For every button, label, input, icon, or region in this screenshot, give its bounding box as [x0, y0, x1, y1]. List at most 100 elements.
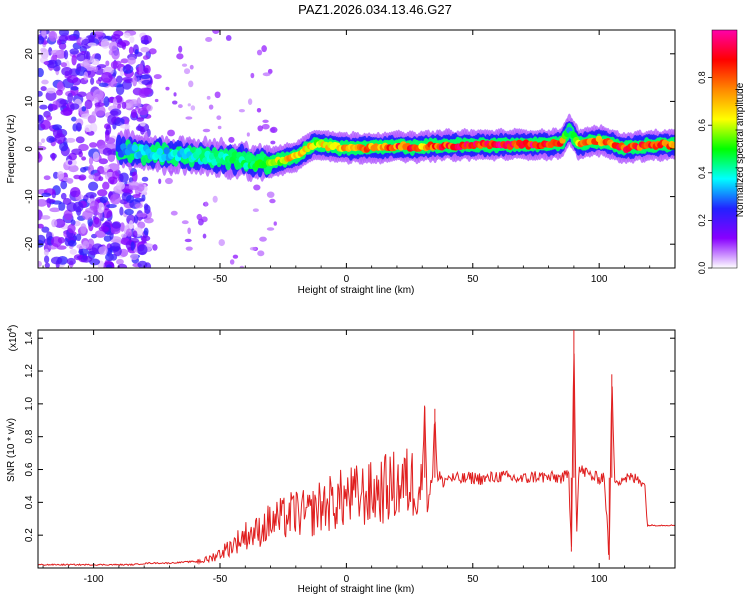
- colorbar-ticks: 0.0 0.2 0.4 0.6 0.8: [697, 71, 712, 274]
- spectrogram-noise-blob: [40, 47, 47, 53]
- spectrogram-noise-blob: [232, 254, 239, 259]
- spectrogram-noise-blob: [273, 221, 277, 226]
- spectrogram-image: [38, 30, 675, 268]
- spectrogram-noise-blob: [75, 233, 82, 242]
- spectrogram-noise-blob: [41, 30, 47, 38]
- spectrogram-noise-blob: [139, 121, 146, 127]
- spectrogram-ridge-blob: [245, 154, 252, 162]
- spectrogram-noise-blob: [47, 103, 58, 111]
- spectrogram-noise-blob: [72, 201, 84, 213]
- spectrogram-noise-blob: [173, 92, 177, 97]
- spectrogram-ylabel: Frequency (Hz): [6, 115, 17, 184]
- spectrogram-noise-blob: [91, 111, 96, 122]
- spectrogram-noise-blob: [141, 176, 149, 182]
- spectrogram-noise-blob: [67, 224, 76, 234]
- spectrogram-noise-blob: [91, 58, 100, 66]
- spectrogram-noise-blob: [109, 242, 121, 251]
- spectrogram-noise-blob: [257, 125, 263, 132]
- spectrogram-noise-blob: [75, 136, 85, 144]
- spectrogram-noise-blob: [116, 258, 124, 265]
- spectrogram-noise-blob: [228, 136, 235, 143]
- spectrogram-noise-blob: [51, 152, 56, 161]
- spectrogram-noise-blob: [124, 78, 134, 84]
- snr-panel: -100 -50 0 50 100 0.2 0.4 0.6 0.8 1.0 1.2 1.4 Heigh…: [6, 325, 676, 595]
- spectrogram-noise-blob: [80, 255, 93, 263]
- spectrogram-noise-blob: [128, 46, 134, 55]
- spectrogram-noise-blob: [121, 101, 127, 109]
- spectrogram-noise-blob: [38, 209, 43, 221]
- spectrogram-noise-blob: [188, 80, 194, 88]
- spectrogram-noise-blob: [158, 178, 162, 185]
- snr-axes: -100 -50 0 50 100 0.2 0.4 0.6 0.8 1.0 1.2 1.4: [24, 330, 676, 585]
- spectrogram-noise-blob: [116, 181, 126, 190]
- spectrogram-ridge-blob: [195, 147, 202, 156]
- spectrogram-noise-blob: [119, 124, 131, 129]
- spectrogram-noise-blob: [189, 64, 194, 70]
- spectrogram-noise-blob: [61, 66, 73, 77]
- snr-xtick-label: 0: [344, 574, 350, 585]
- spectrogram-noise-blob: [172, 100, 178, 105]
- spectrogram-noise-blob: [225, 35, 232, 41]
- spectrogram-noise-blob: [106, 203, 117, 209]
- colorbar-tick-label: 0.6: [697, 119, 707, 132]
- spectrogram-noise-blob: [256, 107, 262, 113]
- spectrogram-noise-blob: [143, 227, 149, 236]
- spectrogram-noise-blob: [136, 213, 147, 218]
- spectrogram-noise-blob: [270, 140, 276, 145]
- colorbar-tick-label: 0.4: [697, 167, 707, 180]
- spectrogram-noise-blob: [104, 137, 116, 144]
- spectrogram-noise-blob: [252, 208, 259, 213]
- spectrogram-noise-blob: [132, 194, 141, 199]
- spectrogram-noise-blob: [121, 42, 127, 50]
- spectrogram-noise-blob: [256, 49, 263, 56]
- spectrogram-noise-blob: [196, 213, 203, 221]
- spectrogram-noise-blob: [67, 92, 74, 103]
- spectrogram-noise-blob: [212, 195, 218, 203]
- spectrogram-noise-blob: [176, 53, 184, 60]
- spectrogram-noise-blob: [38, 234, 46, 245]
- spectrogram-noise-blob: [208, 104, 214, 110]
- spectrogram-noise-blob: [110, 60, 119, 70]
- spectrogram-noise-blob: [152, 244, 158, 251]
- spectrogram-noise-blob: [97, 139, 103, 147]
- spectrogram-noise-blob: [119, 206, 124, 216]
- colorbar-tick-label: 0.2: [697, 214, 707, 227]
- spectrogram-noise-blob: [81, 156, 87, 161]
- spectrogram-noise-blob: [105, 253, 114, 262]
- spectrogram-noise-blob: [40, 86, 47, 92]
- spectrogram-noise-blob: [185, 246, 193, 251]
- spectrogram-noise-blob: [93, 216, 100, 225]
- spectrogram-noise-blob: [126, 195, 135, 204]
- spectrogram-noise-blob: [44, 262, 50, 268]
- spectrogram-noise-blob: [184, 238, 192, 243]
- spectrogram-noise-blob: [204, 201, 208, 207]
- spectrogram-noise-blob: [92, 89, 104, 100]
- spectrogram-noise-blob: [141, 79, 153, 85]
- spectrogram-noise-blob: [143, 217, 154, 224]
- spectrogram-xtick-label: 50: [467, 274, 479, 285]
- spectrogram-noise-blob: [67, 160, 73, 165]
- spectrogram-noise-blob: [41, 226, 50, 233]
- spectrogram-noise-blob: [134, 197, 143, 203]
- spectrogram-noise-blob: [100, 38, 110, 49]
- spectrogram-noise-blob: [88, 156, 94, 165]
- spectrogram-noise-blob: [58, 202, 66, 211]
- spectrogram-noise-blob: [60, 62, 67, 68]
- spectrogram-noise-blob: [38, 67, 44, 78]
- spectrogram-noise-blob: [111, 48, 120, 60]
- spectrogram-noise-blob: [82, 210, 93, 220]
- snr-ytick-label: 0.8: [24, 429, 35, 443]
- spectrogram-noise-blob: [109, 193, 121, 205]
- spectrogram-noise-blob: [106, 264, 113, 268]
- snr-xtick-label: -100: [84, 574, 104, 585]
- spectrogram-noise-blob: [129, 36, 135, 44]
- spectrogram-noise-blob: [127, 56, 136, 65]
- spectrogram-noise-blob: [58, 30, 70, 37]
- spectrogram-noise-blob: [46, 87, 56, 94]
- colorbar-tick-label: 0.8: [697, 71, 707, 84]
- spectrogram-noise-blob: [246, 132, 250, 137]
- spectrogram-noise-blob: [167, 129, 175, 137]
- spectrogram-noise-blob: [111, 221, 122, 229]
- spectrogram-noise-blob: [98, 82, 109, 87]
- spectrogram-noise-blob: [132, 75, 138, 87]
